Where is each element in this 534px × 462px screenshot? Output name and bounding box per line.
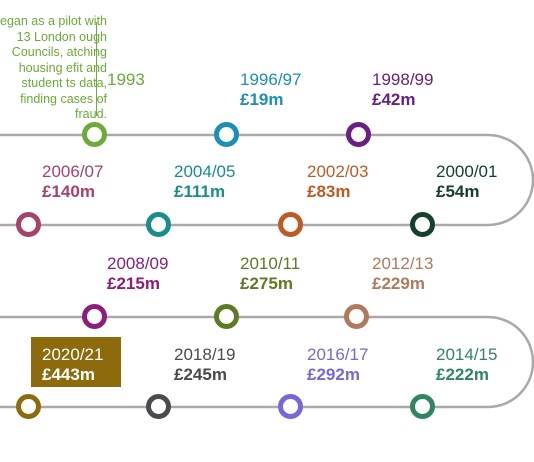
milestone-amount: £215m	[107, 273, 160, 293]
milestone-label: 2006/07 £140m	[42, 162, 103, 201]
milestone-amount: £245m	[174, 364, 227, 384]
milestone-year: 2016/17	[307, 345, 369, 364]
milestone-year: 1998/99	[372, 70, 434, 89]
milestone-amount: £140m	[42, 181, 95, 201]
milestone-amount: £19m	[240, 89, 284, 109]
milestone-year: 2010/11	[240, 254, 301, 273]
milestone-amount: £83m	[307, 181, 351, 201]
milestone-node	[344, 304, 369, 329]
milestone-amount: £54m	[436, 181, 480, 201]
milestone-amount: £42m	[372, 89, 416, 109]
milestone-node	[410, 394, 435, 419]
milestone-node	[278, 212, 303, 237]
intro-rule	[96, 22, 97, 116]
milestone-year: 2006/07	[42, 162, 104, 181]
milestone-year: 2018/19	[174, 345, 236, 364]
intro-text: egan as a pilot with 13 London ough Coun…	[0, 14, 108, 121]
milestone-year: 2020/21	[42, 345, 104, 364]
milestone-node	[82, 304, 107, 329]
milestone-label: 1996/97 £19m	[240, 70, 301, 109]
milestone-label: 2018/19 £245m	[174, 345, 235, 384]
milestone-amount: £229m	[372, 273, 425, 293]
milestone-year: 1996/97	[240, 70, 302, 89]
milestone-node	[146, 212, 171, 237]
milestone-label: 2016/17 £292m	[307, 345, 368, 384]
milestone-label: 2014/15 £222m	[436, 345, 497, 384]
milestone-amount: £111m	[174, 181, 226, 201]
milestone-label: 2002/03 £83m	[307, 162, 368, 201]
milestone-year: 2000/01	[436, 162, 498, 181]
milestone-node	[278, 394, 303, 419]
milestone-year: 2002/03	[307, 162, 369, 181]
milestone-amount: £275m	[240, 273, 293, 293]
milestone-amount: £222m	[436, 364, 489, 384]
milestone-label: 2008/09 £215m	[107, 254, 168, 293]
milestone-label: 1993	[107, 70, 145, 90]
milestone-label: 2010/11 £275m	[240, 254, 300, 293]
highlight-box	[31, 337, 121, 387]
milestone-node	[410, 212, 435, 237]
milestone-year: 2012/13	[372, 254, 434, 273]
milestone-node	[16, 394, 41, 419]
milestone-node	[146, 394, 171, 419]
milestone-node	[214, 122, 239, 147]
milestone-node	[214, 304, 239, 329]
milestone-label: 2020/21 £443m	[42, 345, 103, 384]
milestone-amount: £443m	[42, 364, 95, 384]
milestone-label: 2004/05 £111m	[174, 162, 235, 201]
milestone-amount: £292m	[307, 364, 360, 384]
milestone-year: 2008/09	[107, 254, 169, 273]
milestone-label: 1998/99 £42m	[372, 70, 433, 109]
milestone-node	[16, 212, 41, 237]
milestone-year: 2004/05	[174, 162, 236, 181]
milestone-node	[82, 122, 107, 147]
milestone-year: 2014/15	[436, 345, 498, 364]
milestone-label: 2000/01 £54m	[436, 162, 497, 201]
milestone-label: 2012/13 £229m	[372, 254, 433, 293]
milestone-node	[346, 122, 371, 147]
milestone-year: 1993	[107, 70, 145, 89]
